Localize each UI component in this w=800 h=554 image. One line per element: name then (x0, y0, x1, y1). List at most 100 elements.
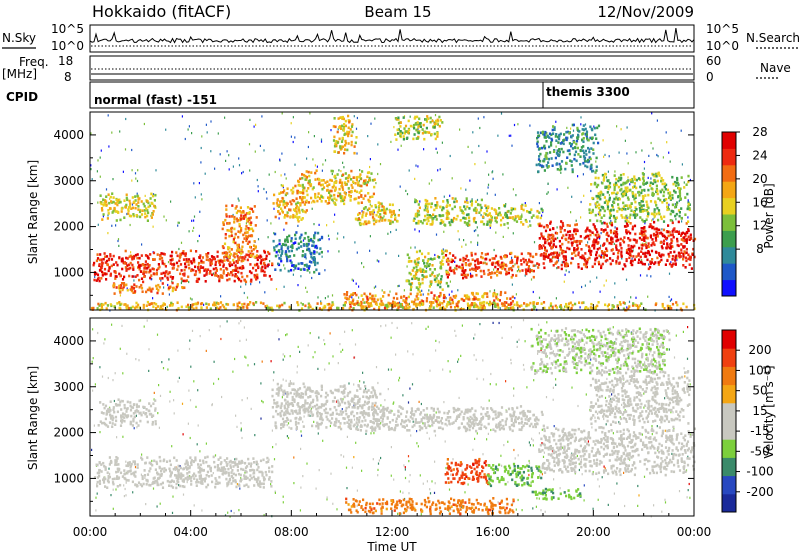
echo-cell (312, 199, 315, 203)
echo-cell (619, 178, 622, 182)
echo-cell (642, 179, 645, 183)
echo-cell (552, 125, 555, 128)
echo-cell (301, 183, 304, 187)
echo-cell (559, 230, 562, 234)
echo-cell (499, 293, 502, 297)
echo-cell (305, 189, 308, 193)
echo-cell (437, 303, 440, 307)
echo-cell (320, 195, 323, 199)
echo-cell (178, 221, 180, 224)
echo-cell (429, 223, 432, 226)
echo-cell (242, 305, 245, 309)
echo-cell (607, 170, 609, 173)
echo-cell (336, 130, 339, 134)
echo-cell (671, 194, 674, 197)
echo-cell (600, 228, 603, 231)
echo-cell (252, 229, 255, 233)
echo-cell (381, 219, 384, 222)
echo-cell (234, 266, 237, 270)
echo-cell (541, 214, 543, 217)
echo-cell (614, 235, 617, 238)
echo-cell (540, 509, 542, 512)
echo-cell (595, 169, 598, 172)
echo-cell (623, 263, 626, 266)
echo-cell (527, 225, 529, 228)
echo-cell (661, 201, 664, 204)
echo-cell (532, 290, 534, 294)
echo-cell (438, 273, 440, 276)
echo-cell (647, 295, 649, 298)
echo-cell (637, 261, 640, 264)
echo-cell (172, 263, 176, 266)
echo-cell (147, 205, 150, 209)
echo-cell (661, 188, 664, 192)
echo-cell (141, 243, 143, 246)
echo-cell (617, 198, 620, 201)
echo-cell (110, 200, 113, 203)
echo-cell (507, 209, 510, 213)
echo-cell (633, 244, 636, 248)
power-ylabel: Slant Range [km] (26, 160, 40, 264)
echo-cell (200, 259, 203, 263)
echo-cell (157, 267, 160, 270)
echo-cell (253, 205, 256, 208)
echo-cell (504, 255, 507, 259)
echo-cell (653, 210, 656, 214)
echo-cell (463, 221, 466, 224)
echo-cell (474, 206, 477, 210)
echo-cell (181, 251, 184, 255)
echo-cell (137, 169, 139, 172)
echo-cell (317, 182, 321, 186)
echo-cell (584, 133, 587, 136)
echo-cell (542, 455, 545, 458)
echo-cell (647, 245, 650, 249)
echo-cell (547, 235, 550, 239)
echo-cell (174, 288, 177, 291)
echo-cell (569, 159, 572, 162)
echo-cell (397, 132, 400, 135)
echo-cell (650, 212, 653, 216)
echo-cell (155, 284, 158, 288)
echo-cell (478, 144, 480, 148)
echo-cell (462, 307, 465, 311)
echo-cell (602, 179, 605, 182)
echo-cell (370, 172, 373, 175)
echo-cell (647, 193, 650, 197)
echo-cell (417, 222, 420, 225)
echo-cell (287, 269, 290, 273)
echo-cell (564, 256, 567, 260)
echo-cell (514, 263, 516, 266)
echo-cell (621, 208, 624, 212)
echo-cell (615, 183, 618, 187)
echo-cell (656, 119, 658, 122)
echo-cell (322, 179, 325, 182)
echo-cell (129, 254, 132, 258)
echo-cell (187, 275, 190, 279)
echo-cell (594, 202, 597, 205)
echo-cell (376, 259, 378, 262)
echo-cell (98, 263, 101, 266)
echo-cell (659, 241, 662, 244)
echo-cell (281, 152, 283, 155)
echo-cell (119, 218, 122, 222)
echo-cell (425, 270, 428, 273)
echo-cell (657, 211, 660, 215)
echo-cell (342, 117, 345, 121)
echo-cell (412, 420, 414, 423)
echo-cell (312, 158, 314, 161)
echo-cell (373, 222, 376, 226)
echo-cell (524, 274, 526, 277)
echo-cell (286, 240, 289, 243)
echo-cell (417, 126, 420, 129)
echo-cell (284, 240, 287, 243)
echo-cell (632, 302, 635, 305)
echo-cell (333, 144, 337, 148)
echo-cell (665, 246, 668, 250)
echo-cell (273, 193, 276, 197)
echo-cell (548, 243, 551, 246)
echo-cell (314, 164, 316, 167)
echo-cell (644, 222, 646, 225)
echo-cell (546, 135, 550, 138)
nsky-label: N.Sky (2, 31, 36, 45)
echo-cell (648, 263, 650, 266)
